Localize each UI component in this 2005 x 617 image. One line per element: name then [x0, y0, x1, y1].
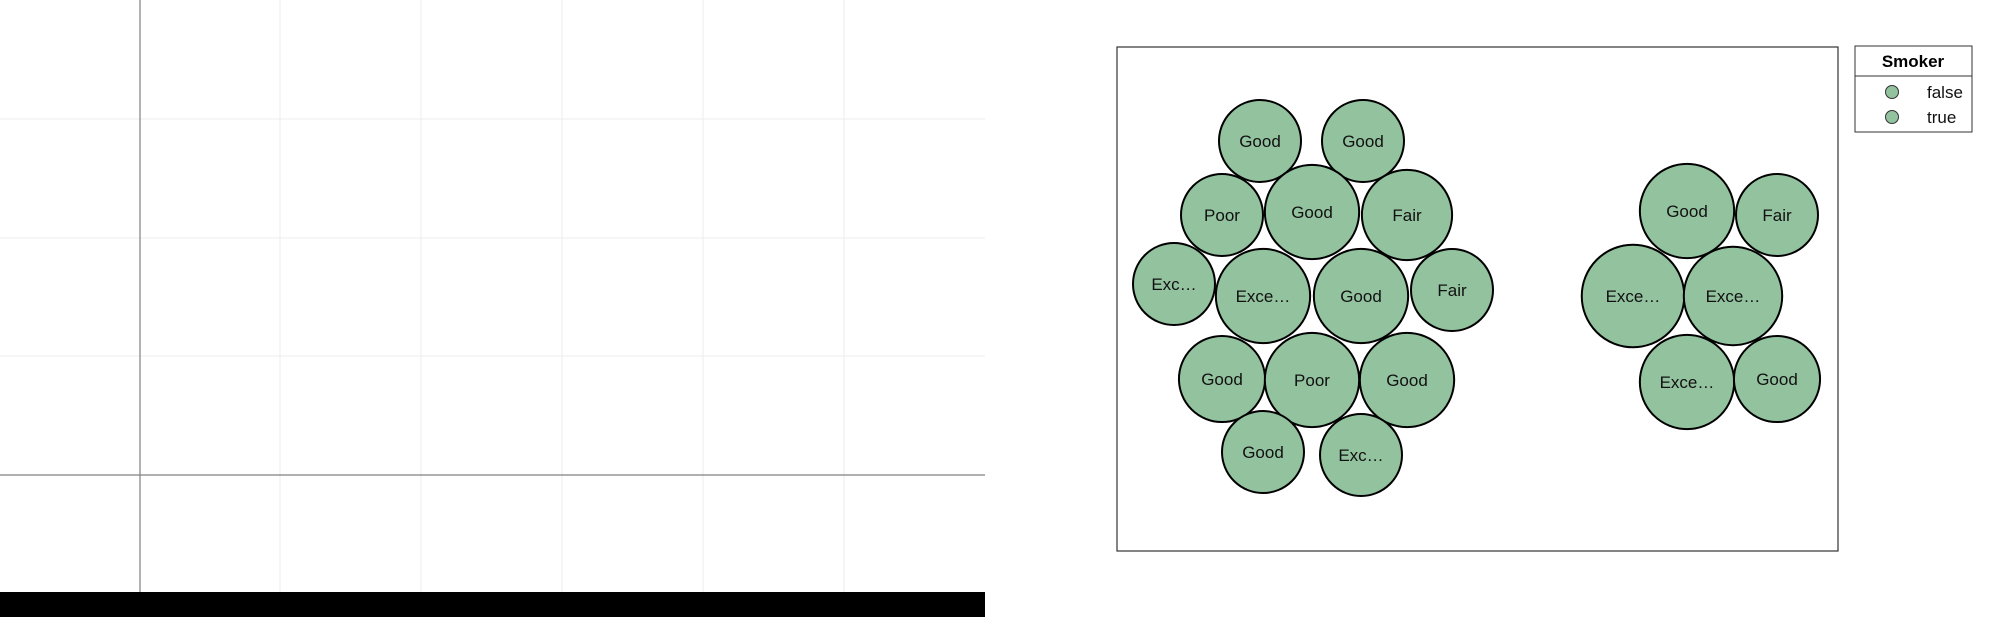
plot-frame — [1116, 46, 1839, 552]
legend-title: Smoker — [1882, 52, 1945, 71]
bubble-label: Fair — [1762, 206, 1792, 225]
bubble-false-9 — [1177, 334, 1267, 424]
bubble-label: Exc… — [1338, 446, 1383, 465]
bubble-label: Good — [1666, 202, 1708, 221]
bubble-label: Good — [1239, 132, 1281, 151]
legend-marker-false — [1885, 85, 1899, 99]
bubble-false-3 — [1263, 163, 1361, 261]
bubble-false-7 — [1312, 247, 1410, 345]
bubble-label: Fair — [1437, 281, 1467, 300]
bubble-false-13 — [1319, 413, 1403, 497]
bubble-label: Poor — [1294, 371, 1330, 390]
bubble-label: Fair — [1392, 206, 1422, 225]
bubble-false-6 — [1214, 247, 1312, 345]
bubble-label: Exce… — [1660, 373, 1715, 392]
legend-frame — [1854, 45, 1973, 133]
legend-marker-true — [1885, 110, 1899, 124]
bubble-true-2 — [1580, 243, 1686, 349]
bubble-label: Poor — [1204, 206, 1240, 225]
bubble-label: Good — [1756, 370, 1798, 389]
bubble-false-11 — [1358, 331, 1456, 429]
bubble-true-4 — [1638, 333, 1736, 431]
bubble-label: Exc… — [1151, 275, 1196, 294]
legend-entry-false: false — [1927, 83, 1963, 102]
bubble-false-5 — [1132, 242, 1216, 326]
bubble-label: Exce… — [1236, 287, 1291, 306]
bubble-false-2 — [1180, 173, 1264, 257]
bubble-false-0 — [1218, 99, 1302, 183]
bottom-bar — [0, 592, 985, 617]
bubbles-layer: Good Good Poor Good Fair Exc… Exce… Good Fair Goo… — [1132, 99, 1822, 497]
bubble-label: Good — [1340, 287, 1382, 306]
bubble-false-10 — [1263, 331, 1361, 429]
legend-entry-true: true — [1927, 108, 1956, 127]
bubble-label: Exce… — [1606, 287, 1661, 306]
bubble-false-1 — [1321, 99, 1405, 183]
bubble-false-12 — [1221, 410, 1305, 494]
gridlines — [0, 0, 985, 592]
bubble-true-3 — [1682, 245, 1784, 347]
bubble-label: Good — [1291, 203, 1333, 222]
bubble-label: Good — [1386, 371, 1428, 390]
bubble-label: Good — [1201, 370, 1243, 389]
bubble-label: Exce… — [1706, 287, 1761, 306]
bubble-true-0 — [1638, 162, 1736, 260]
bubble-label: Good — [1242, 443, 1284, 462]
bubble-label: Good — [1342, 132, 1384, 151]
legend: Smoker false true — [1854, 45, 1973, 133]
bubble-true-5 — [1732, 334, 1822, 424]
empty-line-chart — [0, 0, 985, 617]
bubble-false-8 — [1410, 248, 1494, 332]
bubble-true-1 — [1735, 173, 1819, 257]
bubble-false-4 — [1360, 168, 1454, 262]
